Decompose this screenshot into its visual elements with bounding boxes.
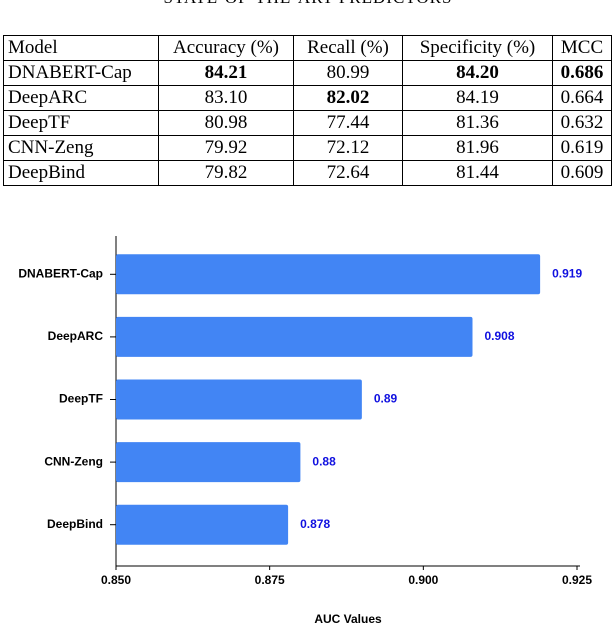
bar [116,379,362,420]
cell: 80.99 [293,60,403,86]
cell: 81.44 [402,160,553,186]
cell: 72.64 [293,160,403,186]
cell: 79.82 [158,160,294,186]
cell: 80.98 [158,110,294,136]
header-cell: Accuracy (%) [158,35,294,61]
cell: DNABERT-Cap [3,60,159,86]
x-tick-label: 0.875 [255,573,285,587]
cell: 0.686 [552,60,612,86]
y-tick-label: CNN-Zeng [44,454,103,468]
cell: DeepBind [3,160,159,186]
header-cell: MCC [552,35,612,61]
cell: 84.20 [402,60,553,86]
bar [116,504,289,545]
value-label: 0.88 [312,454,336,468]
x-tick-label: 0.900 [408,573,438,587]
cell: 84.21 [158,60,294,86]
y-tick-label: DNABERT-Cap [18,266,103,280]
bar [116,254,541,295]
header-cell: Recall (%) [293,35,403,61]
table-caption: STATE-OF-THE-ART PREDICTORS [0,0,616,8]
cell: 0.664 [552,85,612,111]
cell: DeepTF [3,110,159,136]
cell: 81.36 [402,110,553,136]
bar [116,316,473,357]
cell: 0.619 [552,135,612,161]
cell: 82.02 [293,85,403,111]
x-tick-label: 0.850 [101,573,131,587]
cell: 79.92 [158,135,294,161]
y-tick-label: DeepBind [47,517,103,531]
value-label: 0.89 [374,392,398,406]
value-label: 0.878 [300,517,330,531]
header-cell: Model [3,35,159,61]
header-cell: Specificity (%) [402,35,553,61]
value-label: 0.908 [485,329,515,343]
cell: 72.12 [293,135,403,161]
y-tick-label: DeepTF [59,392,103,406]
bar [116,442,301,483]
x-axis-title: AUC Values [314,612,382,626]
cell: 0.609 [552,160,612,186]
cell: 84.19 [402,85,553,111]
cell: 0.632 [552,110,612,136]
results-table: Model Accuracy (%) Recall (%) Specificit… [3,35,612,186]
value-label: 0.919 [552,266,582,280]
y-tick-label: DeepARC [48,329,104,343]
cell: 81.96 [402,135,553,161]
x-tick-label: 0.925 [562,573,592,587]
cell: 83.10 [158,85,294,111]
